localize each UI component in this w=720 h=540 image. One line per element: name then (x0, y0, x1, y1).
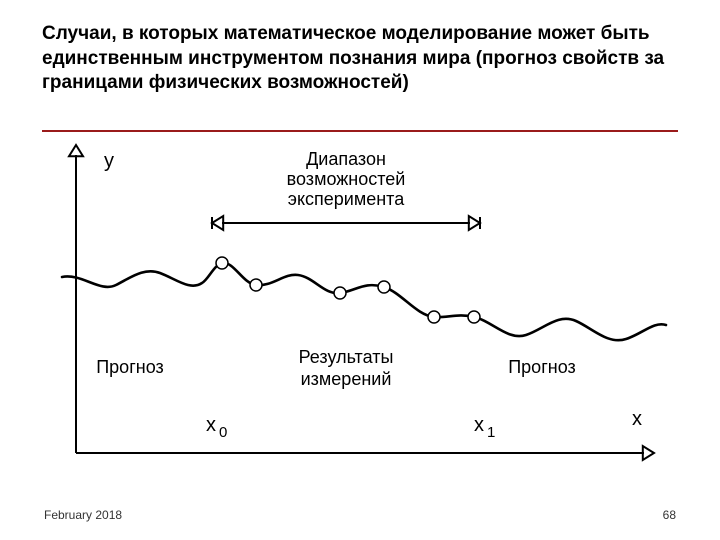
data-marker (334, 287, 346, 299)
left-forecast-label: Прогноз (96, 357, 164, 377)
diagram-area: y x Диапазонвозможностейэксперимента Прогно… (42, 135, 678, 485)
range-label-3: эксперимента (288, 189, 405, 209)
title-underline (42, 130, 678, 132)
range-label-1: Диапазон (306, 149, 386, 169)
data-marker (428, 311, 440, 323)
range-label-2: возможностей (287, 169, 406, 189)
data-marker (468, 311, 480, 323)
x0-label: x0 (206, 414, 227, 441)
data-marker (216, 257, 228, 269)
diagram-svg: y x Диапазонвозможностейэксперимента Прогно… (42, 135, 678, 485)
x-axis-label: x (632, 408, 642, 430)
footer-page-number: 68 (663, 508, 676, 522)
center-label-2: измерений (301, 369, 392, 389)
center-label-1: Результаты (299, 347, 394, 367)
data-marker (378, 281, 390, 293)
footer-date: February 2018 (44, 508, 122, 522)
x1-label: x1 (474, 414, 495, 441)
slide-title: Случаи, в которых математическое моделир… (42, 22, 678, 96)
y-axis-label: y (104, 150, 114, 172)
data-marker (250, 279, 262, 291)
data-curve (62, 263, 666, 340)
right-forecast-label: Прогноз (508, 357, 576, 377)
